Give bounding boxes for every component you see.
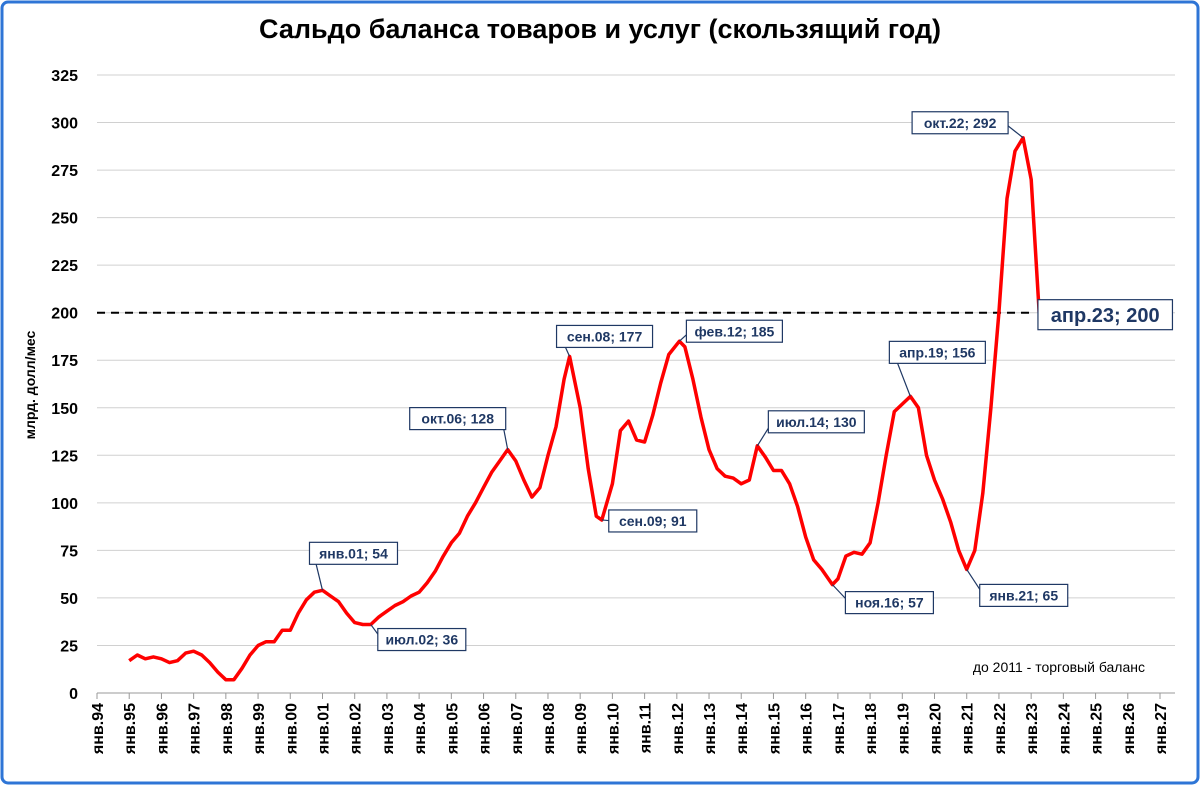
- x-tick-label: янв.00: [283, 703, 300, 755]
- x-tick-label: янв.01: [315, 703, 332, 755]
- callout: фев.12; 185: [678, 319, 783, 343]
- x-tick-label: янв.98: [219, 703, 236, 755]
- x-tick-label: янв.25: [1089, 703, 1106, 755]
- y-tick-label: 325: [51, 68, 78, 85]
- callout-label: окт.22; 292: [924, 115, 997, 131]
- callout-label: янв.01; 54: [319, 545, 388, 561]
- x-tick-label: янв.22: [992, 703, 1009, 755]
- y-tick-label: 275: [51, 163, 78, 180]
- callout: окт.22; 292: [911, 111, 1024, 139]
- x-tick-label: янв.27: [1153, 703, 1170, 755]
- callout-label: июл.02; 36: [385, 632, 458, 648]
- callout-box: [911, 111, 1009, 135]
- x-tick-label: янв.15: [766, 703, 783, 755]
- x-tick-label: янв.06: [477, 703, 494, 755]
- callout-label: сен.09; 91: [619, 513, 687, 529]
- callout-box: [308, 541, 399, 565]
- callout: ноя.16; 57: [831, 584, 935, 615]
- x-tick-label: янв.11: [638, 703, 655, 754]
- callout-box: [1037, 299, 1174, 331]
- callout-box: [377, 627, 467, 652]
- callout-label: июл.14; 130: [776, 414, 857, 430]
- callout-label: апр.19; 156: [899, 344, 975, 360]
- x-tick-label: янв.02: [348, 703, 365, 755]
- x-tick-label: янв.08: [541, 703, 558, 755]
- callout: апр.23; 200: [1037, 299, 1174, 331]
- chart-title: Сальдо баланса товаров и услуг (скользящ…: [259, 14, 941, 44]
- x-tick-label: янв.21: [960, 703, 977, 755]
- callout-label: апр.23; 200: [1051, 305, 1160, 327]
- y-tick-label: 100: [51, 496, 78, 513]
- note: до 2011 - торговый баланс: [973, 659, 1145, 675]
- callout-box: [888, 340, 986, 364]
- x-tick-label: янв.14: [734, 703, 751, 755]
- x-tick-label: янв.23: [1024, 703, 1041, 755]
- x-tick-label: янв.13: [702, 703, 719, 755]
- y-tick-label: 50: [60, 591, 78, 608]
- callout-label: фев.12; 185: [694, 323, 774, 339]
- y-tick-label: 300: [51, 116, 78, 133]
- y-tick-label: 25: [60, 638, 78, 655]
- x-tick-label: янв.94: [90, 703, 107, 755]
- callout: окт.06; 128: [409, 407, 509, 450]
- x-tick-label: янв.17: [831, 703, 848, 755]
- callout-box: [844, 591, 935, 615]
- x-tick-label: янв.19: [895, 703, 912, 755]
- callout-box: [979, 583, 1069, 608]
- callout-box: [767, 410, 865, 434]
- callout-box: [608, 509, 698, 533]
- x-tick-label: янв.18: [863, 703, 880, 755]
- data-line: [128, 136, 1041, 682]
- x-tick-label: янв.09: [573, 703, 590, 755]
- y-tick-label: 150: [51, 401, 78, 418]
- x-tick-label: янв.20: [928, 703, 945, 755]
- callout-label: ноя.16; 57: [855, 595, 924, 611]
- x-tick-label: янв.26: [1121, 703, 1138, 755]
- y-tick-label: 225: [51, 258, 78, 275]
- x-tick-label: янв.10: [605, 703, 622, 755]
- callout-box: [685, 319, 783, 343]
- callout: июл.02; 36: [370, 624, 467, 652]
- y-tick-label: 200: [51, 306, 78, 323]
- y-tick-label: 250: [51, 211, 78, 228]
- x-tick-label: янв.96: [154, 703, 171, 755]
- callout: апр.19; 156: [888, 340, 986, 397]
- x-tick-label: янв.07: [509, 703, 526, 755]
- callout-box: [555, 324, 654, 349]
- x-tick-label: янв.12: [670, 703, 687, 755]
- x-tick-label: янв.24: [1056, 703, 1073, 755]
- callout: июл.14; 130: [756, 410, 865, 447]
- x-tick-label: янв.95: [122, 703, 139, 755]
- y-axis-label: млрд. долл/мес: [22, 330, 38, 439]
- callout: сен.08; 177: [555, 324, 654, 357]
- callout: сен.09; 91: [601, 509, 698, 533]
- y-tick-label: 0: [69, 686, 78, 703]
- callout-label: окт.06; 128: [421, 411, 494, 427]
- x-tick-label: янв.04: [412, 703, 429, 755]
- callout: янв.01; 54: [308, 541, 399, 591]
- y-tick-label: 175: [51, 353, 78, 370]
- y-tick-label: 75: [60, 543, 78, 560]
- x-tick-label: янв.03: [380, 703, 397, 755]
- callout-label: сен.08; 177: [567, 328, 643, 344]
- callout: янв.21; 65: [966, 569, 1069, 608]
- y-tick-label: 125: [51, 448, 78, 465]
- callout-box: [409, 407, 507, 431]
- callout-label: янв.21; 65: [989, 587, 1058, 603]
- x-tick-label: янв.16: [799, 703, 816, 755]
- x-tick-label: янв.97: [187, 703, 204, 755]
- x-tick-label: янв.99: [251, 703, 268, 755]
- x-tick-label: янв.05: [444, 703, 461, 755]
